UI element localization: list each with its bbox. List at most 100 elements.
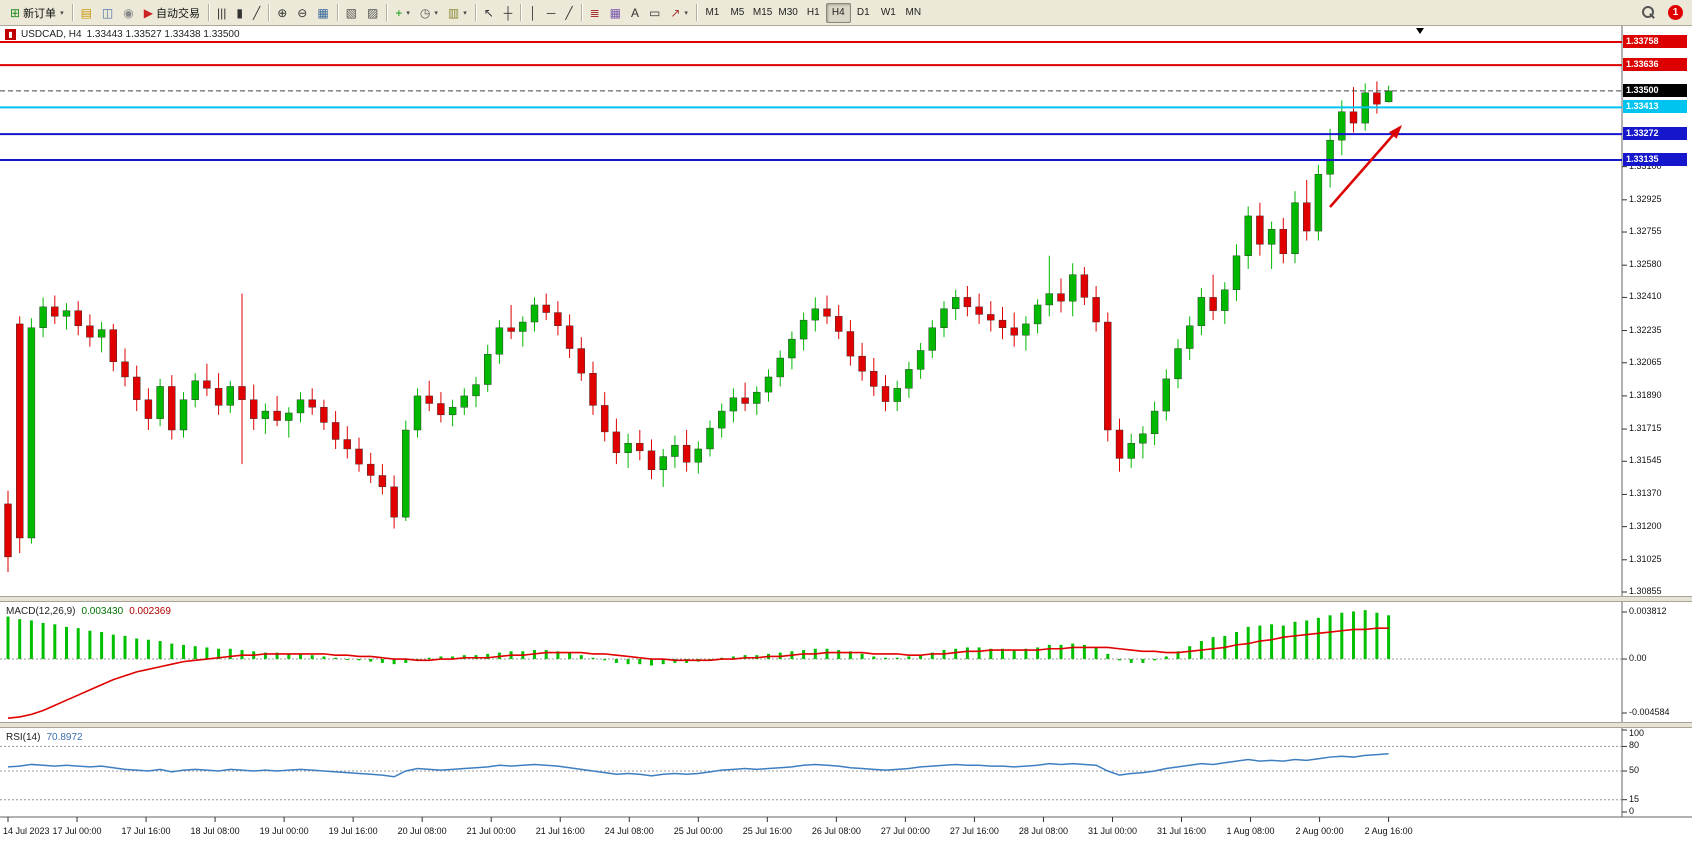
auto-trading-icon: ▶ bbox=[143, 5, 153, 20]
navigator-button[interactable]: ◉ bbox=[118, 3, 138, 23]
trendline-button[interactable]: ╱ bbox=[560, 3, 577, 23]
timeframe-m15-button[interactable]: M15 bbox=[752, 7, 773, 18]
shapes-icon: ▦ bbox=[609, 5, 621, 20]
timeframe-d1-button[interactable]: D1 bbox=[856, 7, 870, 18]
charts-profile-button[interactable]: ▤ bbox=[76, 3, 97, 23]
macd-axis-label: -0.004584 bbox=[1629, 707, 1670, 717]
chart-symbol-period: USDCAD, H4 bbox=[21, 29, 82, 40]
rsi-axis-label: 15 bbox=[1629, 793, 1640, 804]
toolbar-separator bbox=[207, 4, 209, 21]
price-axis-label: 1.31545 bbox=[1629, 455, 1662, 466]
macd-name: MACD(12,26,9) bbox=[6, 606, 76, 617]
rsi-axis-label: 50 bbox=[1629, 765, 1640, 775]
time-axis-label: 31 Jul 00:00 bbox=[1087, 826, 1137, 836]
crosshair-button[interactable]: ┼ bbox=[499, 3, 518, 23]
rsi-indicator-label: RSI(14) 70.8972 bbox=[6, 732, 83, 743]
time-axis-label: 31 Jul 16:00 bbox=[1156, 826, 1207, 836]
timeframe-m1-button[interactable]: M1 bbox=[705, 7, 720, 18]
toolbar-right-group: 1 bbox=[1637, 3, 1687, 23]
text-label-button[interactable]: ▭ bbox=[644, 3, 665, 23]
auto-trading-button[interactable]: ▶ 自动交易 bbox=[139, 3, 205, 23]
trendline-icon: ╱ bbox=[565, 5, 573, 20]
time-axis-label: 27 Jul 16:00 bbox=[949, 826, 999, 836]
periods-icon: ◷ bbox=[419, 5, 431, 20]
price-axis-label: 1.32410 bbox=[1629, 291, 1662, 302]
indicators-button[interactable]: + ▾ bbox=[390, 3, 415, 23]
text-button[interactable]: A bbox=[626, 3, 644, 23]
bar-chart-button[interactable]: ||| bbox=[212, 3, 231, 23]
tile-windows-button[interactable]: ▦ bbox=[312, 3, 333, 23]
text-label-icon: ▭ bbox=[648, 5, 661, 20]
timeframe-m30-button[interactable]: M30 bbox=[778, 7, 798, 18]
time-axis-label: 19 Jul 00:00 bbox=[259, 826, 309, 836]
zoom-in-button[interactable]: ⊕ bbox=[272, 3, 292, 23]
time-axis-label: 2 Aug 00:00 bbox=[1295, 826, 1344, 836]
bar-chart-icon: ||| bbox=[216, 5, 227, 20]
navigator-icon: ◉ bbox=[123, 5, 134, 20]
macd-value-main: 0.003430 bbox=[81, 606, 124, 617]
toolbar-separator bbox=[474, 4, 476, 21]
price-level-badge: 1.33500 bbox=[1623, 83, 1687, 97]
vertical-line-icon: │ bbox=[529, 5, 537, 20]
crosshair-icon: ┼ bbox=[503, 5, 513, 20]
toolbar-separator bbox=[695, 4, 697, 21]
zoom-out-button[interactable]: ⊖ bbox=[292, 3, 312, 23]
macd-panel-splitter[interactable] bbox=[0, 596, 1692, 602]
arrange-windows-button[interactable]: ▧ bbox=[341, 3, 362, 23]
search-button[interactable] bbox=[1637, 3, 1660, 23]
time-axis-label: 27 Jul 00:00 bbox=[880, 826, 930, 836]
arrows-button[interactable]: ↗ ▾ bbox=[665, 3, 693, 23]
chart-shift-marker-icon[interactable] bbox=[1416, 28, 1424, 34]
cursor-button[interactable]: ↖ bbox=[479, 3, 499, 23]
indicators-icon: + bbox=[395, 5, 403, 20]
time-axis-label: 2 Aug 16:00 bbox=[1364, 826, 1413, 836]
toolbar: ⊞ 新订单 ▾ ▤ ◫ ◉ ▶ 自动交易 ||| ▮ ╱ ⊕ ⊖ ▦ ▧ ▨ + ▾ ◷ ▾ ▥ ▾ ↖ ┼ │ ─ ╱ ≣ ▦ A ▭ ↗ ▾… bbox=[0, 0, 1692, 26]
price-axis-label: 1.32755 bbox=[1629, 226, 1662, 237]
rsi-panel-splitter[interactable] bbox=[0, 722, 1692, 728]
templates-button[interactable]: ▥ ▾ bbox=[443, 3, 472, 23]
new-order-button[interactable]: ⊞ 新订单 ▾ bbox=[5, 3, 69, 23]
dropdown-caret-icon: ▾ bbox=[463, 9, 467, 17]
timeframe-h4-button[interactable]: H4 bbox=[825, 2, 851, 23]
time-axis-label: 25 Jul 16:00 bbox=[742, 826, 792, 836]
rsi-axis-label: 100 bbox=[1629, 728, 1645, 738]
toolbar-separator bbox=[336, 4, 338, 21]
time-axis-label: 14 Jul 2023 bbox=[3, 826, 50, 836]
zoom-out-icon: ⊖ bbox=[297, 5, 308, 20]
toolbar-separator bbox=[520, 4, 522, 21]
horizontal-levels-layer[interactable] bbox=[0, 41, 1622, 162]
time-axis-label: 1 Aug 08:00 bbox=[1226, 826, 1275, 836]
market-watch-button[interactable]: ◫ bbox=[97, 3, 118, 23]
notification-badge[interactable]: 1 bbox=[1668, 5, 1683, 20]
timeframe-w1-button[interactable]: W1 bbox=[880, 7, 896, 18]
new-order-button-label: 新订单 bbox=[23, 7, 57, 20]
price-axis-label: 1.32235 bbox=[1629, 324, 1662, 335]
shapes-button[interactable]: ▦ bbox=[605, 3, 626, 23]
vertical-line-button[interactable]: │ bbox=[524, 3, 542, 23]
timeframe-mn-button[interactable]: MN bbox=[905, 7, 922, 18]
time-axis-label: 25 Jul 00:00 bbox=[673, 826, 723, 836]
candlestick-chart-icon: ▮ bbox=[236, 5, 243, 20]
line-chart-button[interactable]: ╱ bbox=[248, 3, 265, 23]
macd-layer bbox=[6, 610, 1391, 720]
macd-indicator-label: MACD(12,26,9) 0.003430 0.002369 bbox=[6, 606, 171, 617]
annotation-arrow[interactable] bbox=[1329, 125, 1402, 208]
time-axis-label: 26 Jul 08:00 bbox=[811, 826, 861, 836]
dropdown-caret-icon: ▾ bbox=[434, 9, 438, 17]
cascade-windows-button[interactable]: ▨ bbox=[362, 3, 383, 23]
price-level-badge: 1.33272 bbox=[1623, 127, 1687, 141]
price-level-badge: 1.33135 bbox=[1623, 153, 1687, 167]
timeframe-h1-button[interactable]: H1 bbox=[806, 7, 820, 18]
auto-trading-button-label: 自动交易 bbox=[155, 7, 200, 20]
periods-button[interactable]: ◷ ▾ bbox=[415, 3, 443, 23]
horizontal-line-button[interactable]: ─ bbox=[542, 3, 561, 23]
timeframe-m5-button[interactable]: M5 bbox=[730, 7, 745, 18]
candlestick-chart-button[interactable]: ▮ bbox=[231, 3, 248, 23]
fibonacci-button[interactable]: ≣ bbox=[585, 3, 605, 23]
chart-symbol-icon: ▮ bbox=[5, 29, 16, 40]
candlesticks-layer bbox=[4, 81, 1393, 573]
toolbar-separator bbox=[268, 4, 270, 21]
